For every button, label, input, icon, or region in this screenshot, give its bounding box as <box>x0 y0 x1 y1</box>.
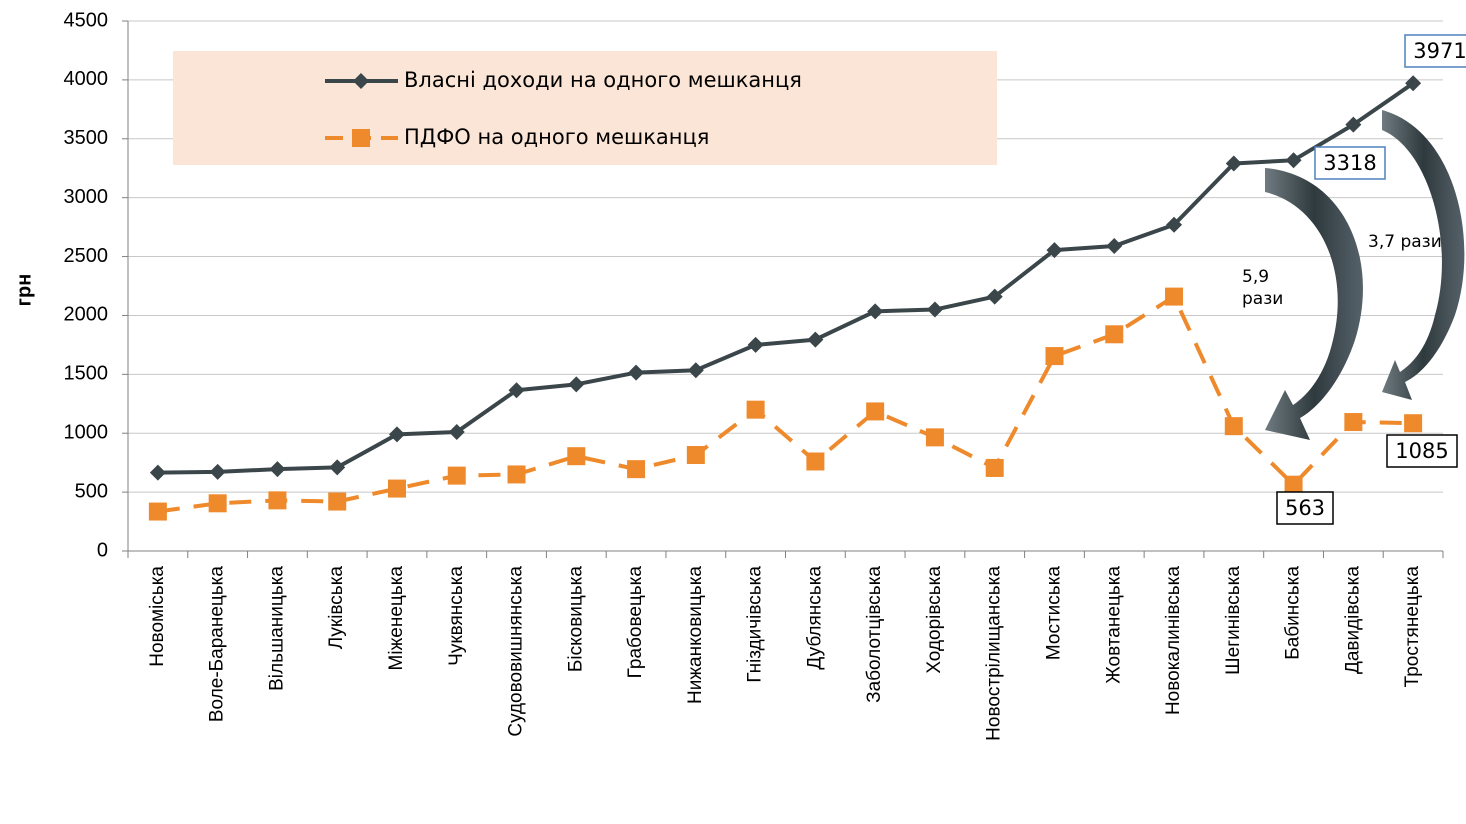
x-tick-label: Нижанковицька <box>685 566 706 704</box>
point <box>1106 237 1123 254</box>
data-label-box <box>1314 146 1386 180</box>
y-tick-label: 2000 <box>64 304 109 326</box>
point <box>448 424 465 441</box>
point <box>1345 116 1362 133</box>
x-tick-label: Бабинська <box>1283 566 1304 660</box>
x-tick-label: Чуквянська <box>446 566 467 666</box>
point <box>1166 216 1183 233</box>
point <box>447 466 466 485</box>
point <box>387 479 406 498</box>
data-label: 1085 <box>1395 439 1448 463</box>
point <box>328 492 347 511</box>
x-tick-label: Грабовецька <box>625 566 646 679</box>
annotation: 3,7 рази <box>1368 232 1442 252</box>
x-tick-label: Новоміська <box>147 566 168 667</box>
y-tick-label: 3500 <box>64 127 109 149</box>
point <box>1224 417 1243 436</box>
x-tick-label: Міженецька <box>386 566 407 671</box>
point <box>268 491 287 510</box>
point <box>209 463 226 480</box>
x-tick-label: Гніздичівська <box>745 566 766 683</box>
point <box>507 465 526 484</box>
point <box>747 336 764 353</box>
point <box>926 301 943 318</box>
point <box>925 428 944 447</box>
y-tick-label: 1500 <box>64 363 109 385</box>
ratio-arrow <box>1382 110 1465 400</box>
x-tick-label: Бісковицька <box>565 566 586 673</box>
point <box>986 288 1003 305</box>
point <box>1225 155 1242 172</box>
x-tick-label: Воле-Баранецька <box>207 566 228 723</box>
x-tick-label: Заболотцівська <box>864 566 885 703</box>
point <box>1405 75 1422 92</box>
legend-label: Власні доходи на одного мешканця <box>404 68 802 92</box>
data-label: 563 <box>1285 496 1325 520</box>
point <box>352 129 370 147</box>
point <box>627 460 646 479</box>
point <box>686 446 705 465</box>
x-tick-label: Жовтанецька <box>1103 566 1124 684</box>
x-tick-label: Судововишнянська <box>506 566 527 737</box>
point <box>567 447 586 466</box>
data-label: 3318 <box>1323 151 1376 175</box>
y-tick-label: 2500 <box>64 245 109 267</box>
annotation: 5,9 рази <box>1242 267 1284 309</box>
point <box>1046 242 1063 259</box>
point <box>1344 413 1363 432</box>
x-tick-label: Мостиська <box>1043 566 1064 661</box>
point <box>1105 325 1124 344</box>
point <box>806 452 825 471</box>
ratio-arrow <box>1265 168 1363 440</box>
point <box>329 459 346 476</box>
point <box>388 426 405 443</box>
point <box>985 458 1004 477</box>
point <box>269 461 286 478</box>
x-tick-label: Новострілищанська <box>984 566 1005 741</box>
x-tick-label: Давидівська <box>1342 566 1363 674</box>
series-line <box>157 294 1414 514</box>
point <box>148 502 167 521</box>
point <box>687 362 704 379</box>
point <box>149 464 166 481</box>
y-tick-label: 3000 <box>64 186 109 208</box>
point <box>746 400 765 419</box>
y-tick-label: 500 <box>75 480 108 502</box>
data-label: 3971 <box>1413 39 1466 63</box>
y-tick-label: 0 <box>97 539 108 561</box>
point <box>1165 287 1184 306</box>
data-label-box <box>1404 34 1466 68</box>
point <box>807 331 824 348</box>
point <box>568 376 585 393</box>
x-tick-label: Тростянецька <box>1402 566 1423 688</box>
point <box>508 382 525 399</box>
x-tick-label: Дублянська <box>804 566 825 670</box>
legend-box <box>173 51 997 165</box>
point <box>208 494 227 513</box>
data-label-box <box>1386 434 1458 468</box>
point <box>1404 414 1423 433</box>
point <box>353 73 369 89</box>
series-line <box>157 81 1415 475</box>
point <box>866 402 885 421</box>
point <box>628 364 645 381</box>
x-tick-label: Вільшаницька <box>266 566 287 691</box>
y-tick-label: 1000 <box>64 422 109 444</box>
y-tick-label: 4000 <box>64 68 109 90</box>
point <box>1284 475 1303 494</box>
x-tick-label: Шегинівська <box>1223 566 1244 675</box>
point <box>867 303 884 320</box>
point <box>1045 347 1064 366</box>
data-label-box <box>1276 491 1334 525</box>
legend-label: ПДФО на одного мешканця <box>404 125 709 149</box>
point <box>1285 152 1302 169</box>
y-axis-label: грн <box>13 274 35 307</box>
x-tick-label: Ходорівська <box>924 566 945 674</box>
y-tick-label: 4500 <box>64 9 109 31</box>
x-tick-label: Новокалинівська <box>1163 566 1184 715</box>
x-tick-label: Луківська <box>326 566 347 650</box>
